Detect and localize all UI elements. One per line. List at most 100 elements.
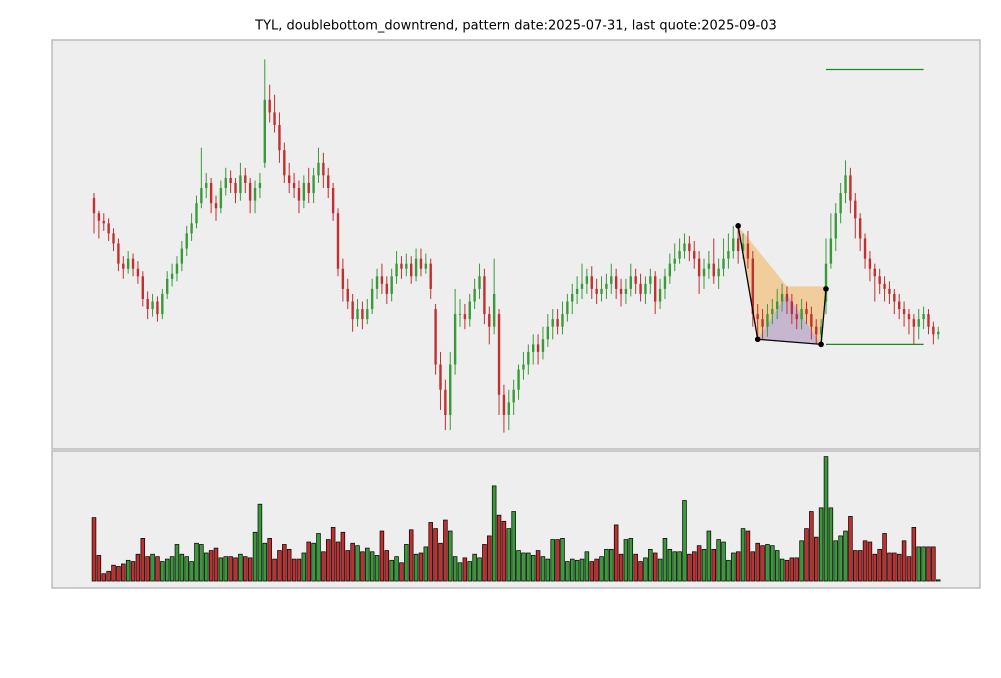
candle-body bbox=[92, 198, 96, 214]
candle-body bbox=[541, 339, 545, 352]
candle-body bbox=[937, 331, 940, 335]
candle-body bbox=[468, 301, 471, 320]
candle-body bbox=[736, 238, 740, 252]
candle-body bbox=[151, 301, 154, 310]
volume-bar bbox=[330, 527, 336, 582]
candle-body bbox=[488, 314, 491, 327]
candle-body bbox=[205, 182, 208, 189]
volume-bar bbox=[535, 550, 541, 582]
volume-bar bbox=[511, 511, 516, 582]
candle-body bbox=[907, 314, 911, 320]
volume-bar bbox=[877, 548, 882, 582]
price-panel bbox=[51, 39, 981, 450]
volume-bar bbox=[565, 561, 570, 582]
candle-body bbox=[683, 243, 686, 252]
candle-body bbox=[263, 99, 266, 163]
volume-bar bbox=[282, 544, 287, 582]
candle-body bbox=[424, 263, 428, 269]
volume-bar bbox=[813, 536, 819, 582]
candle-body bbox=[888, 288, 891, 294]
candle-body bbox=[693, 251, 696, 259]
volume-bar bbox=[701, 548, 707, 582]
volume-bar bbox=[545, 558, 551, 582]
candle-body bbox=[405, 263, 408, 269]
candle-body bbox=[795, 314, 798, 320]
volume-bar bbox=[872, 553, 878, 582]
volume-bar bbox=[648, 548, 653, 582]
candle-body bbox=[322, 162, 325, 176]
volume-bar bbox=[96, 555, 102, 582]
candle-body bbox=[614, 276, 618, 289]
volume-bar bbox=[408, 529, 414, 582]
volume-bar bbox=[301, 552, 307, 582]
volume-bar bbox=[111, 564, 116, 582]
volume-bar bbox=[799, 540, 804, 582]
volume-bar bbox=[243, 556, 248, 582]
candle-body bbox=[268, 99, 271, 113]
volume-bar bbox=[662, 537, 668, 582]
volume-bar bbox=[657, 558, 663, 582]
candle-body bbox=[385, 283, 388, 294]
candle-body bbox=[458, 314, 462, 315]
volume-bar bbox=[203, 552, 209, 582]
candle-body bbox=[473, 288, 476, 302]
volume-bar bbox=[726, 559, 731, 582]
volume-bar bbox=[892, 552, 897, 582]
volume-bar bbox=[384, 550, 390, 582]
candle-body bbox=[200, 188, 203, 204]
volume-bar bbox=[360, 551, 365, 582]
volume-bar bbox=[916, 546, 921, 582]
candle-body bbox=[395, 263, 398, 277]
candle-body bbox=[639, 283, 642, 294]
candle-body bbox=[834, 213, 837, 239]
candle-body bbox=[624, 288, 628, 294]
candle-body bbox=[375, 276, 379, 289]
candle-body bbox=[312, 175, 315, 194]
volume-bar bbox=[882, 533, 887, 582]
volume-bar bbox=[325, 539, 331, 582]
volume-bar bbox=[691, 551, 697, 582]
volume-bar bbox=[369, 551, 375, 582]
candle-body bbox=[610, 276, 613, 284]
chart-title: TYL, doublebottom_downtrend, pattern dat… bbox=[254, 19, 777, 34]
candle-body bbox=[253, 188, 257, 201]
annotations bbox=[735, 68, 924, 348]
volume-bar bbox=[423, 546, 429, 582]
volume-bar bbox=[555, 539, 560, 582]
candle-body bbox=[556, 319, 559, 327]
candle-body bbox=[741, 243, 745, 252]
candle-body bbox=[429, 263, 432, 289]
candle-body bbox=[112, 233, 115, 244]
candle-body bbox=[107, 223, 110, 234]
candle-body bbox=[590, 276, 593, 289]
volume-bar bbox=[379, 530, 385, 582]
volume-bar bbox=[140, 537, 146, 582]
candle-body bbox=[463, 314, 467, 320]
candle-body bbox=[595, 288, 598, 294]
volume-bar bbox=[579, 558, 585, 582]
candle-body bbox=[858, 218, 862, 239]
candle-body bbox=[551, 319, 554, 327]
volume-bar bbox=[755, 542, 760, 582]
volume-bar bbox=[467, 561, 473, 582]
candle-body bbox=[751, 258, 754, 315]
candle-body bbox=[146, 298, 149, 310]
volume-bar bbox=[770, 545, 775, 582]
volume-bar bbox=[101, 573, 107, 582]
volume-bar bbox=[731, 552, 736, 582]
volume-bar bbox=[174, 544, 180, 582]
candle-body bbox=[868, 258, 872, 269]
volume-bar bbox=[623, 539, 629, 582]
candle-body bbox=[829, 238, 833, 264]
volume-bar bbox=[594, 558, 599, 582]
candle-body bbox=[527, 351, 530, 365]
marks bbox=[91, 59, 941, 582]
candle-body bbox=[288, 175, 291, 183]
candle-body bbox=[327, 175, 330, 189]
candle-body bbox=[629, 276, 632, 289]
candle-body bbox=[336, 213, 340, 269]
candle-body bbox=[844, 175, 847, 194]
volume-bar bbox=[452, 556, 458, 582]
volume-bar bbox=[633, 553, 638, 582]
volume-bar bbox=[233, 557, 238, 582]
